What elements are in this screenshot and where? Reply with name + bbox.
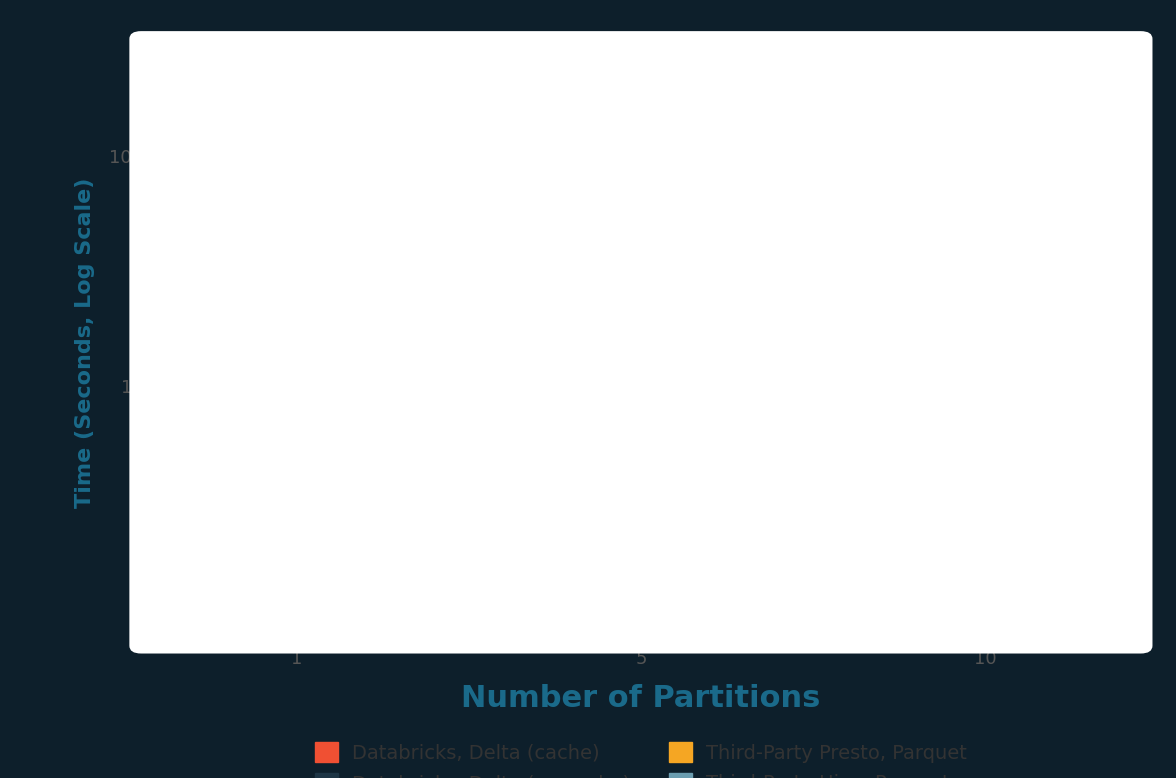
Bar [296,533,346,778]
Bar [936,533,985,778]
Bar [346,506,394,778]
Legend: Databricks, Delta (cache), Databricks, Delta (no cache), Third-Party Presto, Par: Databricks, Delta (cache), Databricks, D… [315,742,967,778]
Bar [543,547,592,778]
X-axis label: Number of Partitions: Number of Partitions [461,685,821,713]
Bar [1034,156,1083,778]
Bar [985,429,1034,778]
Y-axis label: Time (Seconds, Log Scale): Time (Seconds, Log Scale) [75,177,95,507]
Bar [592,541,641,778]
Bar [690,377,739,778]
Bar [641,491,689,778]
Bar [248,541,296,778]
Bar [199,590,248,778]
Bar [888,499,936,778]
